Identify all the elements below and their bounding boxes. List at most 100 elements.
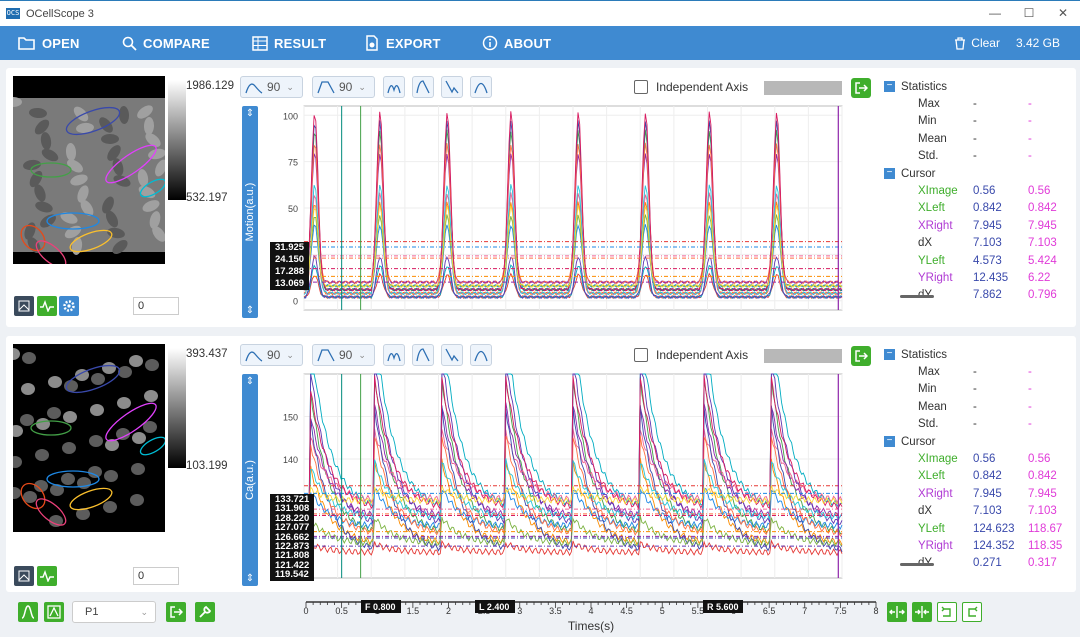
smooth-select-1[interactable]: 90 ⌄ [240, 344, 303, 366]
stat-value-b: 7.945 [1028, 487, 1057, 500]
smooth-select-2[interactable]: 90 ⌄ [312, 76, 375, 98]
analysis-button-3[interactable] [441, 344, 463, 366]
analysis-button-4[interactable] [470, 76, 492, 98]
roi-outline[interactable] [46, 212, 100, 230]
peak-icon [21, 605, 35, 619]
smooth-select-1[interactable]: 90 ⌄ [240, 76, 303, 98]
stat-key: Mean [918, 400, 947, 413]
roi-outline[interactable] [30, 420, 72, 436]
independent-axis-label: Independent Axis [656, 348, 749, 362]
cursor-section[interactable]: − Cursor [884, 165, 936, 182]
roi-outline[interactable] [68, 484, 115, 514]
roi-outline[interactable] [16, 479, 49, 513]
analysis-button-2[interactable] [412, 76, 434, 98]
cursor-section[interactable]: − Cursor [884, 433, 936, 450]
frame-input[interactable]: 0 [133, 297, 179, 315]
stat-row: Min - - [884, 381, 1074, 398]
smooth-select-2[interactable]: 90 ⌄ [312, 344, 375, 366]
stats-scroll-handle[interactable] [900, 563, 934, 567]
collapse-icon[interactable]: − [884, 81, 895, 92]
roi-outline[interactable] [101, 397, 160, 446]
curve-icon [245, 351, 263, 362]
open-button[interactable]: OPEN [18, 26, 80, 60]
minimize-button[interactable]: — [989, 6, 1001, 20]
stat-value-b: 7.103 [1028, 237, 1057, 250]
roi-outline[interactable] [46, 470, 100, 488]
analysis-button-2[interactable] [412, 344, 434, 366]
analysis-button-1[interactable] [383, 76, 405, 98]
trace-view-button[interactable] [37, 566, 57, 586]
bell-icon [474, 350, 488, 362]
roi-outline[interactable] [63, 360, 122, 398]
analysis-button-4[interactable] [470, 344, 492, 366]
checkbox-box[interactable] [634, 348, 648, 362]
expand-down-icon[interactable]: ⇕ [245, 573, 255, 584]
expand-up-icon[interactable]: ⇕ [245, 108, 255, 119]
close-button[interactable]: ✕ [1057, 6, 1069, 20]
export-plot-button[interactable] [851, 78, 871, 98]
stat-value-a: - [973, 150, 977, 163]
analysis-button-1[interactable] [383, 344, 405, 366]
time-cursor-marker[interactable]: R 5.600 [703, 600, 743, 613]
statistics-section[interactable]: − Statistics [884, 78, 947, 95]
peak-mode-button[interactable] [18, 602, 38, 622]
wrench-icon [199, 605, 212, 618]
trace-view-button[interactable] [37, 296, 57, 316]
image-view-button[interactable] [14, 566, 34, 586]
trace-plot[interactable]: 1007550250 [268, 100, 848, 320]
roi-outline[interactable] [101, 139, 160, 188]
zoom-in-x-button[interactable] [912, 602, 932, 622]
group-select[interactable]: P1 ⌄ [72, 601, 156, 623]
clear-button[interactable]: Clear [954, 36, 1000, 50]
range-mode-button[interactable] [44, 602, 64, 622]
export-trace-button[interactable] [166, 602, 186, 622]
settings-wrench-button[interactable] [195, 602, 215, 622]
trace-plot[interactable]: 150 140 [268, 368, 848, 588]
y-axis-bar[interactable]: ⇕ Motion(a.u.) ⇕ [242, 106, 258, 318]
smooth-value-2: 90 [339, 80, 353, 94]
expand-up-icon[interactable]: ⇕ [245, 376, 255, 387]
time-cursor-marker[interactable]: L 2.400 [475, 600, 515, 613]
roi-outline[interactable] [68, 226, 115, 256]
maximize-button[interactable]: ☐ [1023, 6, 1035, 20]
about-button[interactable]: ABOUT [482, 26, 551, 60]
time-axis[interactable]: 00.511.522.533.544.555.566.577.58Times(s… [296, 594, 886, 637]
stat-value-b: 0.842 [1028, 202, 1057, 215]
redo-button[interactable] [962, 602, 982, 622]
undo-button[interactable] [937, 602, 957, 622]
independent-axis-checkbox[interactable]: Independent Axis [634, 348, 748, 362]
roi-outline[interactable] [63, 102, 122, 140]
x-tick-label: 5.5 [692, 606, 705, 616]
time-cursor-marker[interactable]: F 0.800 [361, 600, 401, 613]
roi-outline[interactable] [138, 434, 165, 458]
roi-outline[interactable] [138, 176, 165, 200]
expand-down-icon[interactable]: ⇕ [245, 305, 255, 316]
stat-value-b: 6.22 [1028, 271, 1051, 284]
y-axis-bar[interactable]: ⇕ Ca(a.u.) ⇕ [242, 374, 258, 586]
collapse-icon[interactable]: − [884, 349, 895, 360]
independent-axis-checkbox[interactable]: Independent Axis [634, 80, 748, 94]
export-button[interactable]: EXPORT [364, 26, 441, 60]
collapse-icon[interactable]: − [884, 436, 895, 447]
stats-scroll-handle[interactable] [900, 295, 934, 299]
analysis-button-3[interactable] [441, 76, 463, 98]
settings-button[interactable] [59, 296, 79, 316]
roi-outline[interactable] [16, 221, 49, 255]
cell-image[interactable] [13, 344, 165, 532]
collapse-icon[interactable]: − [884, 168, 895, 179]
checkbox-box[interactable] [634, 80, 648, 94]
cell-image[interactable] [13, 76, 165, 264]
x-tick-label: 2 [446, 606, 451, 616]
roi-outline[interactable] [32, 236, 70, 264]
roi-outline[interactable] [32, 494, 70, 529]
frame-input[interactable]: 0 [133, 567, 179, 585]
export-plot-button[interactable] [851, 346, 871, 366]
image-view-button[interactable] [14, 296, 34, 316]
stat-row: Mean - - [884, 130, 1074, 147]
compare-button[interactable]: COMPARE [122, 26, 210, 60]
zoom-out-x-button[interactable] [887, 602, 907, 622]
statistics-section[interactable]: − Statistics [884, 346, 947, 363]
roi-outline[interactable] [30, 162, 72, 178]
result-button[interactable]: RESULT [252, 26, 326, 60]
decay-icon [445, 80, 459, 94]
